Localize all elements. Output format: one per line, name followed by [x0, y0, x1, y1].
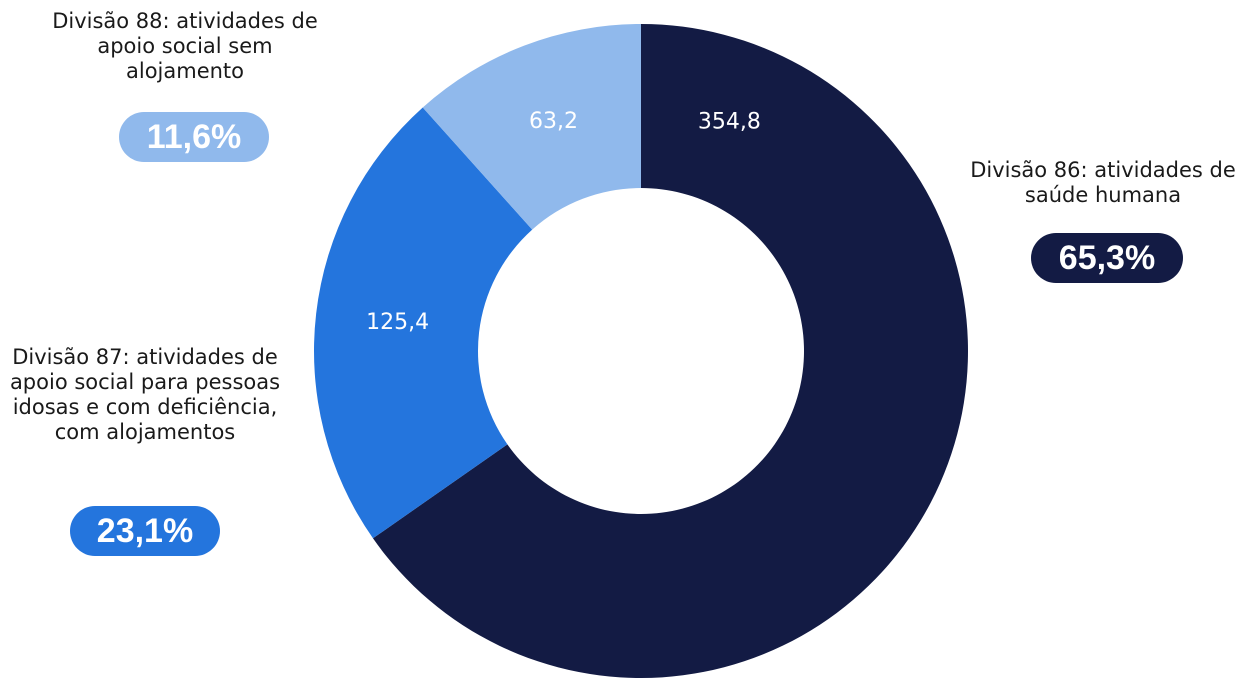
percent-badge-divisao-88: 11,6%: [119, 112, 269, 162]
label-divisao-86: Divisão 86: atividades de saúde humana: [970, 158, 1236, 207]
percent-badge-divisao-87: 23,1%: [70, 506, 220, 556]
label-divisao-88: Divisão 88: atividades de apoio social s…: [52, 9, 318, 83]
percent-badge-divisao-86: 65,3%: [1031, 233, 1183, 283]
donut-slice-divisao-86: [372, 24, 968, 678]
label-divisao-87: Divisão 87: atividades de apoio social p…: [9, 345, 281, 444]
donut-slice-divisao-87: [313, 107, 533, 539]
value-label-divisao-88: 63,2: [529, 109, 578, 134]
value-label-divisao-86: 354,8: [698, 110, 761, 135]
donut-slice-divisao-88: [422, 24, 641, 230]
value-label-divisao-87: 125,4: [366, 310, 429, 335]
